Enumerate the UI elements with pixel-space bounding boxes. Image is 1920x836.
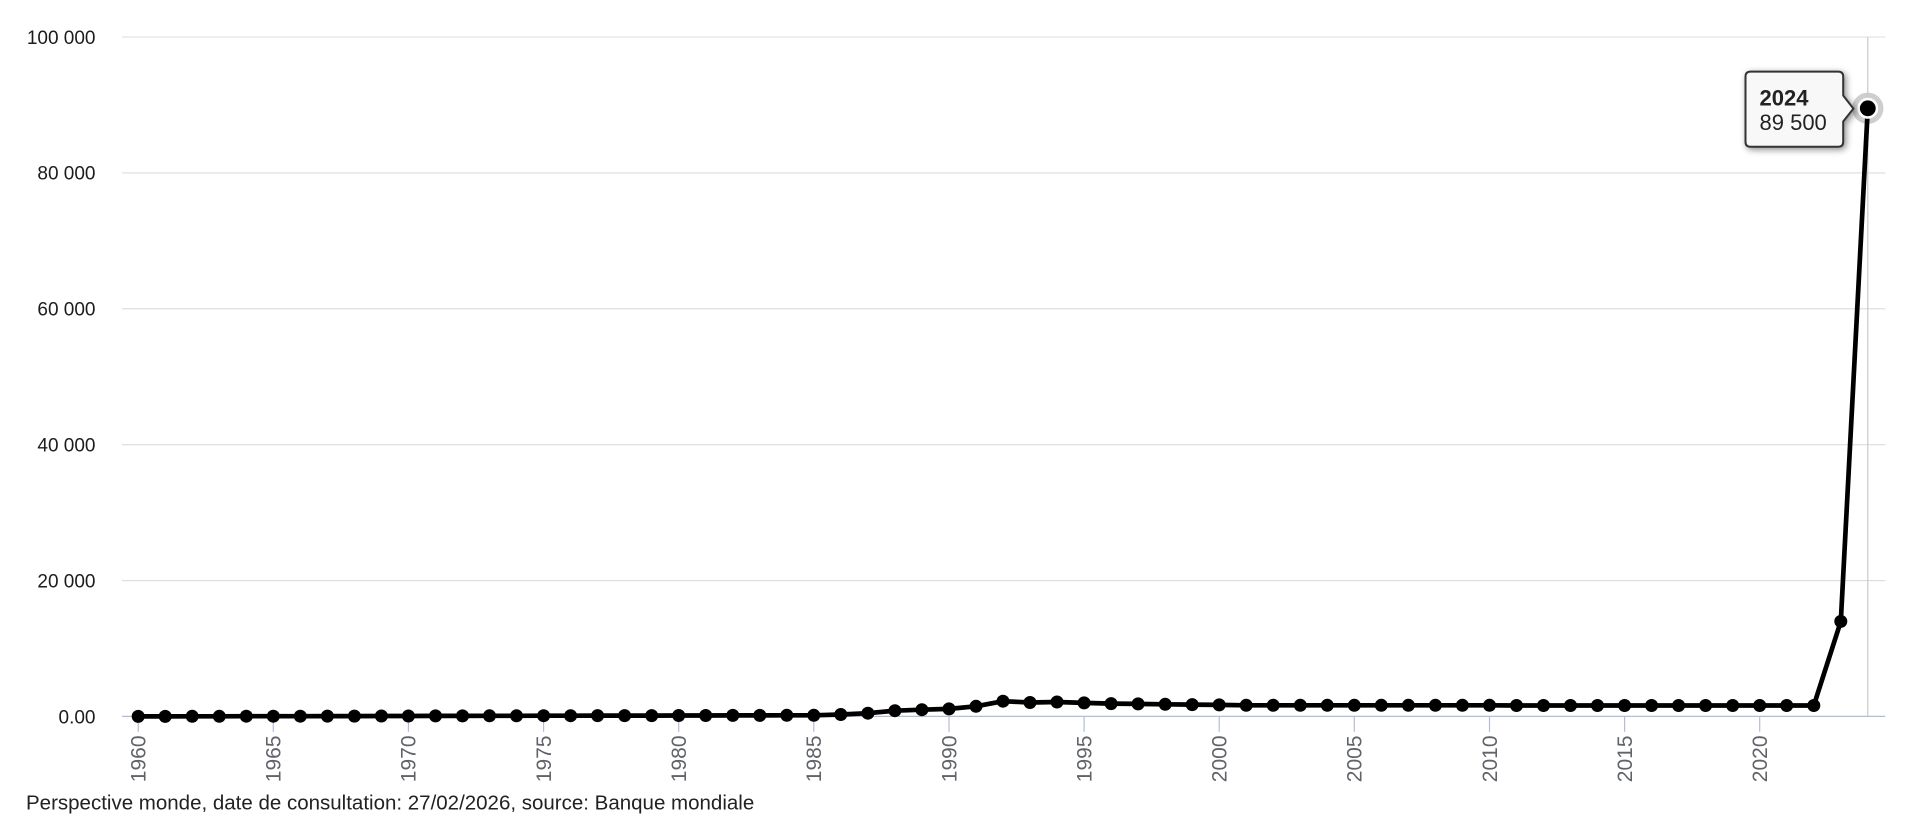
svg-text:2015: 2015 — [1614, 735, 1637, 782]
svg-text:0.00: 0.00 — [59, 707, 96, 728]
svg-text:1965: 1965 — [263, 735, 286, 782]
svg-text:1990: 1990 — [938, 735, 961, 782]
svg-text:1960: 1960 — [128, 735, 151, 782]
svg-text:1995: 1995 — [1073, 735, 1096, 782]
svg-text:1975: 1975 — [533, 735, 556, 782]
svg-text:80 000: 80 000 — [37, 164, 95, 185]
svg-text:1980: 1980 — [668, 735, 691, 782]
svg-text:1985: 1985 — [803, 735, 826, 782]
svg-text:2000: 2000 — [1209, 735, 1232, 782]
svg-text:60 000: 60 000 — [37, 300, 95, 321]
svg-text:2020: 2020 — [1749, 735, 1772, 782]
svg-text:2024: 2024 — [1760, 86, 1810, 111]
svg-text:20 000: 20 000 — [37, 571, 95, 592]
svg-text:2010: 2010 — [1479, 735, 1502, 782]
svg-text:40 000: 40 000 — [37, 436, 95, 457]
svg-text:1970: 1970 — [398, 735, 421, 782]
svg-text:89 500: 89 500 — [1760, 110, 1827, 135]
svg-text:100 000: 100 000 — [27, 28, 96, 49]
svg-text:2005: 2005 — [1344, 735, 1367, 782]
svg-text:Perspective monde, date de con: Perspective monde, date de consultation:… — [26, 792, 754, 815]
